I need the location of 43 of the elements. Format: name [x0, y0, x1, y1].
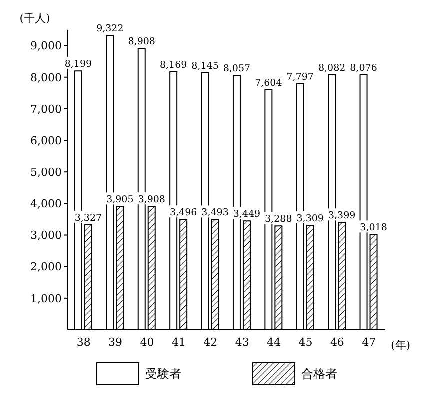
data-label: 3,327: [74, 212, 102, 224]
data-label: 8,082: [318, 62, 346, 74]
x-tick-label: 45: [298, 336, 313, 349]
x-tick-label: 41: [172, 336, 186, 349]
y-tick-label: 9,000: [30, 40, 62, 53]
data-label: 9,322: [96, 24, 124, 35]
y-tick-label: 7,000: [30, 102, 62, 116]
x-tick-label: 42: [204, 336, 218, 349]
y-axis-title: (千人): [20, 12, 50, 25]
data-label: 3,493: [202, 208, 229, 219]
data-label: 3,449: [233, 209, 261, 220]
y-tick-label: 4,000: [30, 198, 62, 211]
x-tick-label: 47: [362, 336, 376, 349]
y-tick-label: 5,000: [30, 166, 62, 180]
data-label: 8,908: [128, 36, 156, 48]
y-tick-label: 8,000: [30, 71, 62, 84]
y-tick-label: 1,000: [30, 292, 62, 306]
data-label: 3,018: [360, 222, 388, 234]
data-label: 3,496: [170, 208, 198, 219]
legend-label: 受験者: [146, 366, 182, 382]
data-label: 8,145: [192, 60, 219, 72]
x-tick-label: 44: [267, 336, 282, 349]
y-tick-label: 2,000: [30, 260, 62, 274]
data-label: 3,399: [328, 210, 356, 222]
x-tick-label: 43: [235, 336, 250, 349]
data-label: 8,169: [160, 60, 188, 72]
data-label: 8,199: [64, 59, 92, 70]
x-tick-label: 46: [330, 336, 344, 349]
x-axis-title: (年): [391, 338, 411, 352]
data-label: 7,604: [255, 78, 282, 89]
y-tick-label: 3,000: [30, 229, 62, 242]
data-label: 3,908: [138, 194, 166, 206]
x-tick-label: 39: [108, 336, 123, 349]
x-tick-label: 40: [140, 336, 154, 349]
legend-label: 合格者: [302, 366, 338, 382]
data-label: 3,288: [265, 214, 292, 226]
data-label: 8,057: [223, 64, 251, 75]
data-label: 3,309: [296, 214, 324, 225]
y-tick-label: 6,000: [30, 134, 62, 148]
data-label: 8,076: [350, 62, 378, 74]
data-label: 7,797: [286, 72, 314, 83]
data-label: 3,905: [106, 194, 134, 206]
x-tick-label: 38: [76, 336, 91, 349]
